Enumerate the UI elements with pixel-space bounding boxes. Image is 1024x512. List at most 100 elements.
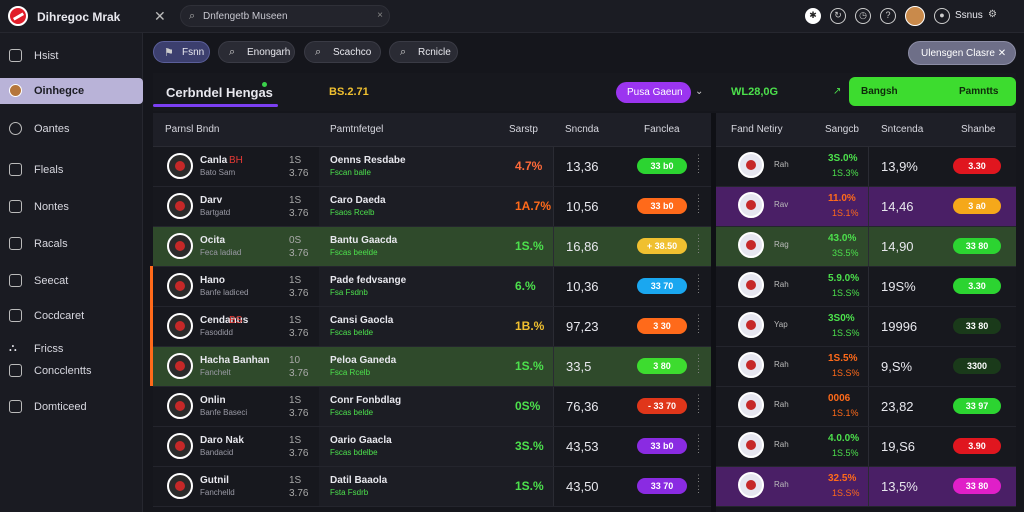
odds-pill[interactable]: 33 70 — [637, 278, 687, 294]
sidebar-item-active[interactable]: Oinhegce — [0, 78, 143, 104]
chip-search-a[interactable]: ⌕ Enongarh — [218, 41, 295, 63]
col-header[interactable]: Sntcenda — [881, 124, 924, 135]
table-row[interactable]: Yap 3S0% 1S.S% 19996 33 80 — [716, 307, 1016, 347]
match-cell[interactable] — [319, 347, 553, 386]
match-cell[interactable] — [319, 227, 553, 266]
match-cell[interactable] — [319, 147, 553, 186]
section-title[interactable]: Cerbndel Hengas — [166, 85, 273, 100]
more-icon[interactable]: ⋮ ⋮ — [694, 273, 703, 294]
sidebar-item-friends[interactable]: ⛬ Fricss — [0, 336, 143, 362]
odds-pill[interactable]: 33 80 — [953, 238, 1001, 254]
odds-pill[interactable]: 3 30 — [637, 318, 687, 334]
more-icon[interactable]: ⋮ ⋮ — [694, 433, 703, 454]
odds-pill[interactable]: 33 97 — [953, 398, 1001, 414]
more-icon[interactable]: ⋮ ⋮ — [694, 313, 703, 334]
sidebar-item-racals[interactable]: Racals — [0, 231, 143, 257]
odds-pill[interactable]: 33 70 — [637, 478, 687, 494]
close-panel-icon[interactable]: ✕ — [154, 8, 166, 24]
odds-pill[interactable]: 3.30 — [953, 278, 1001, 294]
chevron-down-icon[interactable]: ⌄ — [695, 86, 704, 97]
table-row[interactable]: Rah 0006 1S.1% 23,82 33 97 — [716, 387, 1016, 427]
odds-pill[interactable]: 33 b0 — [637, 158, 687, 174]
odds-pill[interactable]: 3 a0 — [953, 198, 1001, 214]
sidebar-item-downloaded[interactable]: Domticeed — [0, 394, 143, 420]
match-cell[interactable] — [319, 187, 553, 226]
match-cell[interactable] — [319, 267, 553, 306]
sidebar-item-contacts[interactable]: Concclentts — [0, 358, 143, 384]
match-cell[interactable] — [319, 427, 553, 466]
sidebar-item-home[interactable]: Hsist — [0, 43, 143, 69]
col-header[interactable]: Parnsl Bndn — [165, 124, 220, 135]
odds-pill[interactable]: + 38.50 — [637, 238, 687, 254]
history-icon[interactable]: ◷ — [855, 8, 871, 24]
table-row[interactable]: Onlin Banfe Baseci 1S 3.76 Conr Fonbdlag Fsca… — [153, 387, 711, 427]
table-row[interactable]: Ocita Feca ladiad 0S 3.76 Bantu Gaacda Fscas … — [153, 227, 711, 267]
odds-pill[interactable]: 3300 — [953, 358, 1001, 374]
table-row[interactable]: Rah 32.5% 1S.S% 13,5% 33 80 — [716, 467, 1016, 507]
table-row[interactable]: Cendanus BS Fasodidd 1S 3.76 Cansi Gaocla Fsca… — [153, 307, 711, 347]
table-row[interactable]: Rah 4.0.0% 1S.5% 19,S6 3.90 — [716, 427, 1016, 467]
table-row[interactable]: Rav 11.0% 1S.1% 14,46 3 a0 — [716, 187, 1016, 227]
match-cell[interactable] — [319, 307, 553, 346]
more-icon[interactable]: ⋮ ⋮ — [694, 153, 703, 174]
sidebar-item-cards[interactable]: Cocdcaret — [0, 303, 143, 329]
table-row[interactable]: Hano Banfe ladiced 1S 3.76 Pade fedvsange Fsa… — [153, 267, 711, 307]
odds-pill[interactable]: 3.30 — [953, 158, 1001, 174]
sidebar-item-search[interactable]: Seecat — [0, 268, 143, 294]
search-clear-icon[interactable]: × — [377, 10, 383, 21]
status-icon[interactable]: ● — [934, 8, 950, 24]
col-header[interactable]: Sncnda — [565, 124, 599, 135]
chip-filter[interactable]: ⚑ Fsnn — [153, 41, 210, 63]
more-icon[interactable]: ⋮ ⋮ — [694, 353, 703, 374]
table-row[interactable]: Rag 43.0% 3S.5% 14,90 33 80 — [716, 227, 1016, 267]
odds-pill[interactable]: - 33 70 — [637, 398, 687, 414]
table-row[interactable]: Gutnil Fanchelld 1S 3.76 Datil Baaola Fsta Fs… — [153, 467, 711, 507]
chip-right-button[interactable]: Ulensgen Clasre ✕ — [908, 41, 1016, 65]
sidebar-item-files[interactable]: Fleals — [0, 157, 143, 183]
settings-icon[interactable]: ⚙ — [988, 9, 997, 20]
sidebar-item-notes[interactable]: Nontes — [0, 194, 143, 220]
col-header[interactable]: Fand Netiry — [731, 124, 783, 135]
table-row[interactable]: Rah 5.9.0% 1S.S% 19S% 3.30 — [716, 267, 1016, 307]
refresh-icon[interactable]: ↻ — [830, 8, 846, 24]
col-header[interactable]: Shanbe — [961, 124, 996, 135]
team-logo — [738, 232, 764, 258]
table-row[interactable]: Canla BH Bato Sam 1S 3.76 Oenns Resdabe Fscan … — [153, 147, 711, 187]
sidebar-item-odds[interactable]: Oantes — [0, 116, 143, 142]
col-header[interactable]: Pamtnfetgel — [330, 124, 384, 135]
match-cell[interactable] — [319, 467, 553, 506]
puzzle-icon[interactable]: ✱ — [805, 8, 821, 24]
match-sub: Fscas bdelbe — [330, 448, 378, 457]
user-name[interactable]: Ssnus — [955, 10, 983, 21]
search-input[interactable]: ⌕ Dnfengetb Museen × — [180, 5, 390, 27]
col-header[interactable]: Fanclea — [644, 124, 680, 135]
cta-button[interactable]: Bangsh Pamntts — [849, 77, 1016, 106]
more-icon[interactable]: ⋮ ⋮ — [694, 473, 703, 494]
table-row[interactable]: Hacha Banhan Fanchelt 10 3.76 Peloa Ganeda Fs… — [153, 347, 711, 387]
chip-search-b[interactable]: ⌕ Scachco — [304, 41, 381, 63]
stat-2: 3.76 — [289, 368, 309, 379]
col-header[interactable]: Sarstp — [509, 124, 538, 135]
match-cell[interactable] — [319, 387, 553, 426]
more-icon[interactable]: ⋮ ⋮ — [694, 193, 703, 214]
odds-pill[interactable]: 3.90 — [953, 438, 1001, 454]
odds-pill[interactable]: 33 b0 — [637, 438, 687, 454]
table-row[interactable]: Rah 1S.5% 1S.S% 9,S% 3300 — [716, 347, 1016, 387]
help-icon[interactable]: ? — [880, 8, 896, 24]
table-row[interactable]: Darv Bartgatd 1S 3.76 Caro Daeda Fsaos Rcelb 1… — [153, 187, 711, 227]
team-tag: Yap — [774, 320, 788, 329]
more-icon[interactable]: ⋮ ⋮ — [694, 233, 703, 254]
sidebar-item-label: Fleals — [34, 164, 64, 176]
odds-pill[interactable]: 33 80 — [953, 478, 1001, 494]
odds-pill[interactable]: 3 80 — [637, 358, 687, 374]
odds-pill[interactable]: 33 b0 — [637, 198, 687, 214]
chip-search-c[interactable]: ⌕ Rcnicle — [389, 41, 458, 63]
odds-pill[interactable]: 33 80 — [953, 318, 1001, 334]
table-row[interactable]: Daro Nak Bandacid 1S 3.76 Oario Gaacla Fscas … — [153, 427, 711, 467]
avatar[interactable] — [905, 6, 925, 26]
col-header[interactable]: Sangcb — [825, 124, 859, 135]
header-dropdown-button[interactable]: Pusa Gaeun — [616, 82, 691, 103]
more-icon[interactable]: ⋮ ⋮ — [694, 393, 703, 414]
app-logo[interactable] — [8, 6, 28, 26]
table-row[interactable]: Rah 3S.0% 1S.3% 13,9% 3.30 — [716, 147, 1016, 187]
